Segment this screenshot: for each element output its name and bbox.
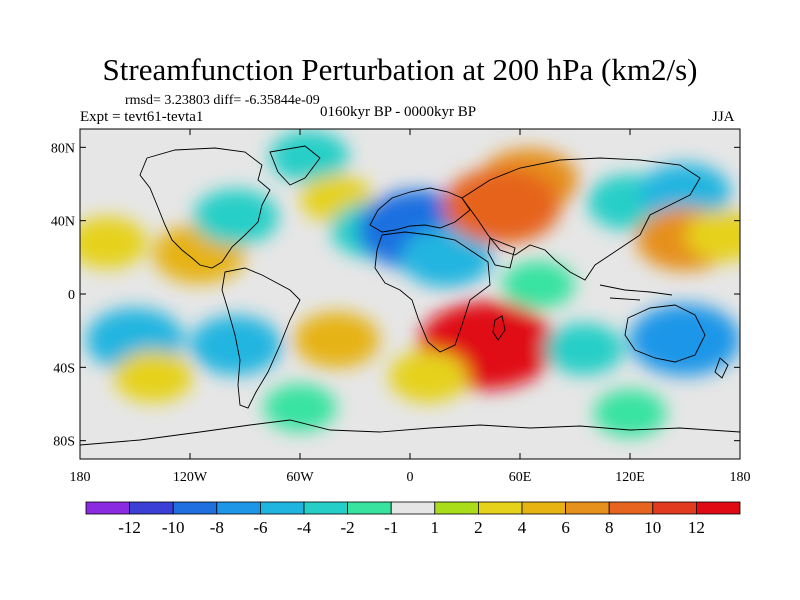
- colorbar-box-0: [85, 501, 130, 515]
- field-blob-3: [269, 130, 349, 183]
- colorbar-box-10: [521, 501, 566, 515]
- x-tick-label-3: 0: [407, 470, 414, 485]
- colorbar-label-8: 2: [474, 518, 483, 537]
- field-blob-13: [685, 209, 740, 262]
- stats-line: rmsd= 3.23803 diff= -6.35844e-09: [125, 93, 320, 108]
- y-tick-label-2: 0: [68, 288, 75, 303]
- colorbar-box-13: [652, 501, 697, 515]
- y-tick-label-3: 40S: [53, 361, 75, 376]
- colorbar-box-9: [477, 501, 523, 515]
- coastline-australia: [624, 304, 706, 363]
- colorbar-label-3: -6: [253, 518, 267, 537]
- x-tick-label-1: 120W: [173, 470, 208, 485]
- coastline-asia: [461, 157, 701, 281]
- colorbar-label-10: 6: [561, 518, 570, 537]
- chart-title: Streamfunction Perturbation at 200 hPa (…: [102, 52, 698, 87]
- colorbar-label-0: -12: [118, 518, 141, 537]
- field-blob-11: [639, 163, 731, 224]
- coastline-madagascar: [492, 315, 506, 341]
- coastline-africa: [374, 231, 491, 353]
- colorbar-label-7: 1: [431, 518, 440, 537]
- colorbar-box-2: [172, 501, 218, 515]
- coastline-greenland: [269, 145, 321, 186]
- colorbar-label-1: -10: [162, 518, 185, 537]
- field-blob-20: [629, 303, 740, 376]
- colorbar-label-6: -1: [384, 518, 398, 537]
- field-blob-16: [189, 315, 282, 376]
- field-blob-21: [544, 323, 624, 375]
- field-blob-9: [442, 168, 561, 244]
- colorbar-label-9: 4: [518, 518, 527, 537]
- period-label: 0160kyr BP - 0000kyr BP: [320, 104, 477, 120]
- y-tick-label-1: 40N: [51, 215, 75, 230]
- coastline-new-zealand: [714, 357, 729, 379]
- coastline-antarctica: [80, 419, 740, 446]
- colorbar-label-2: -8: [210, 518, 224, 537]
- x-tick-label-5: 120E: [615, 470, 645, 485]
- x-tick-label-4: 60E: [509, 470, 532, 485]
- colorbar-box-4: [259, 501, 305, 515]
- field-blob-0: [80, 216, 148, 269]
- coastline-indonesia: [599, 284, 673, 301]
- colorbar-label-13: 12: [688, 518, 705, 537]
- colorbar-box-3: [216, 501, 261, 515]
- coastline-europe: [369, 187, 471, 233]
- x-tick-label-6: 180: [730, 470, 751, 485]
- field-blob-7: [400, 227, 493, 288]
- field-blob-17: [293, 311, 380, 368]
- colorbar-box-6: [347, 501, 392, 515]
- coastline-arabia: [487, 237, 516, 269]
- colorbar-label-4: -4: [297, 518, 312, 537]
- field-blob-14: [501, 260, 575, 309]
- colorbar-label-11: 8: [605, 518, 614, 537]
- y-tick-label-4: 80S: [53, 435, 75, 450]
- colorbar-label-5: -2: [341, 518, 355, 537]
- colorbar-box-12: [608, 501, 654, 515]
- colorbar-box-5: [303, 501, 348, 515]
- field-blob-22: [113, 350, 193, 403]
- colorbar-box-11: [565, 501, 610, 515]
- coastline-south-america: [221, 267, 301, 409]
- y-tick-label-0: 80N: [51, 141, 75, 156]
- field-blob-23: [263, 383, 337, 432]
- field-blob-2: [193, 189, 279, 245]
- colorbar-label-12: 10: [644, 518, 661, 537]
- x-tick-label-0: 180: [70, 470, 91, 485]
- colorbar-box-1: [129, 501, 174, 515]
- colorbar-box-7: [390, 501, 436, 515]
- coastlines: [80, 145, 740, 446]
- field-blob-19: [388, 350, 468, 403]
- x-tick-label-2: 60W: [286, 470, 314, 485]
- colorbar-box-8: [434, 501, 479, 515]
- experiment-label: Expt = tevt61-tevta1: [80, 109, 204, 125]
- season-label: JJA: [712, 109, 735, 125]
- coastline-north-america: [139, 147, 271, 269]
- field-blob-24: [593, 389, 667, 438]
- colorbar-box-14: [696, 501, 741, 515]
